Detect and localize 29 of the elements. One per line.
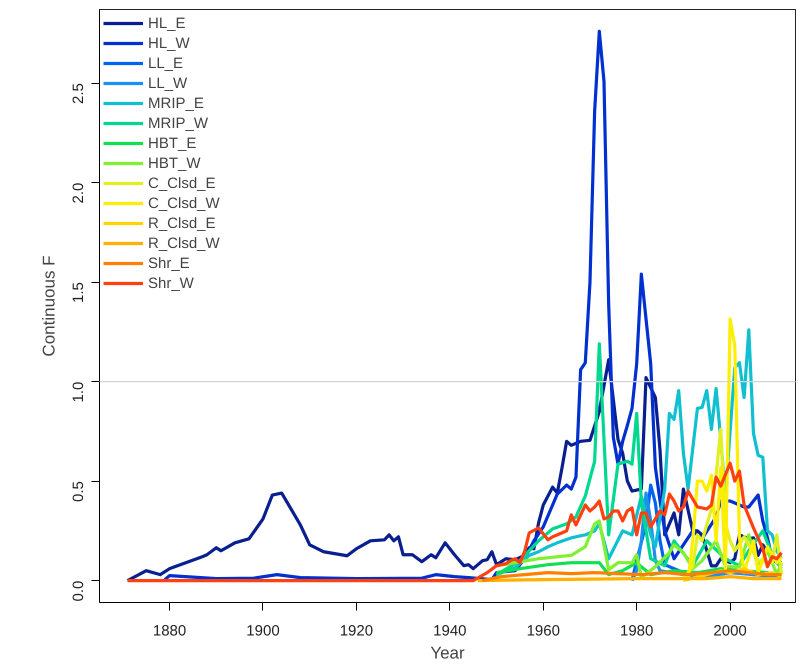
legend-label: R_Clsd_W: [148, 234, 220, 253]
x-tick-label: 1960: [526, 622, 560, 640]
legend-label: C_Clsd_W: [148, 194, 220, 213]
y-tick-label: 0.0: [70, 580, 87, 602]
legend-label: C_Clsd_E: [148, 174, 216, 193]
legend-label: LL_W: [148, 74, 188, 93]
x-axis-title: Year: [430, 644, 466, 662]
legend-label: HBT_W: [148, 154, 200, 173]
y-axis-title: Continuous F: [40, 255, 58, 357]
legend-label: Shr_W: [148, 274, 194, 293]
y-tick-label: 1.5: [70, 282, 87, 303]
x-tick-label: 1880: [152, 622, 186, 640]
legend-label: Shr_E: [148, 254, 190, 273]
y-tick-label: 2.0: [70, 182, 87, 204]
y-tick-label: 2.5: [70, 83, 87, 104]
x-tick-label: 1920: [340, 622, 374, 640]
legend-label: MRIP_E: [148, 94, 204, 113]
x-tick-label: 1900: [246, 622, 280, 640]
legend-label: LL_E: [148, 54, 184, 73]
legend-label: HL_E: [148, 14, 186, 33]
y-tick-label: 0.5: [70, 481, 87, 502]
legend-label: HBT_E: [148, 134, 196, 153]
legend-label: R_Clsd_E: [148, 214, 216, 233]
legend-label: HL_W: [148, 34, 190, 53]
legend-label: MRIP_W: [148, 114, 208, 133]
x-tick-label: 2000: [713, 622, 747, 640]
x-tick-label: 1980: [620, 622, 654, 640]
x-tick-label: 1940: [433, 622, 467, 640]
y-tick-label: 1.0: [70, 382, 87, 402]
